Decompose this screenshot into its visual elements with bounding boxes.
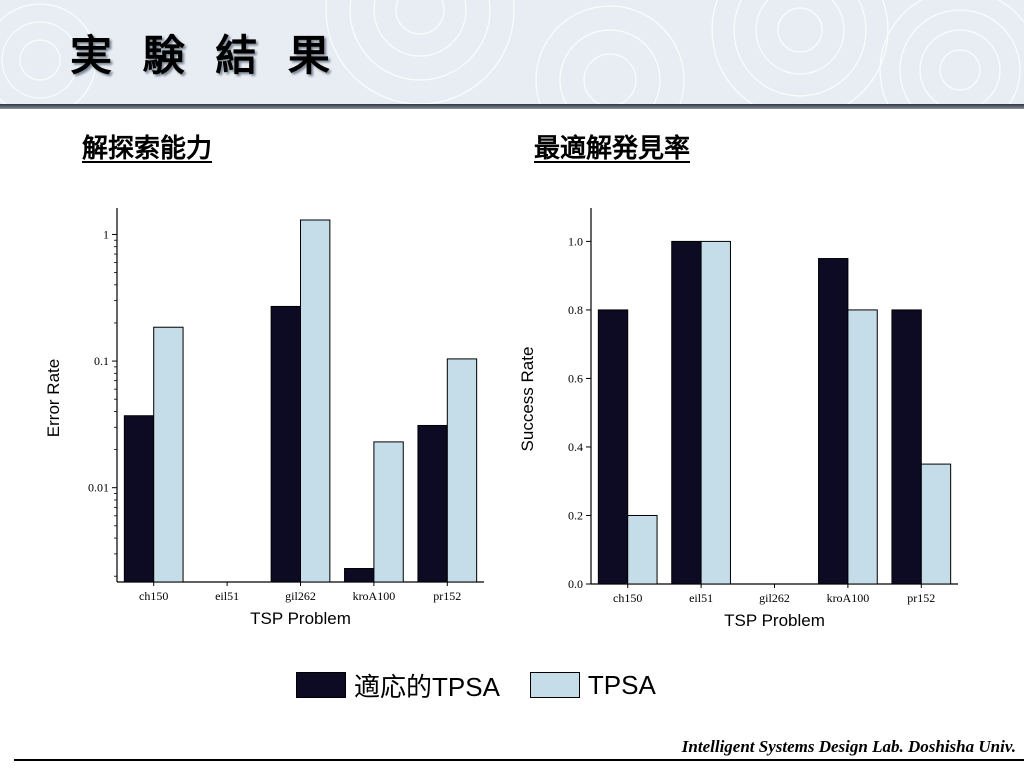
y-tick-label: 0.4 (568, 440, 583, 454)
x-tick-label: ch150 (613, 591, 642, 605)
header-circle-pattern (0, 0, 1024, 104)
footer-divider (14, 759, 1024, 761)
legend-swatch-adaptive-tpsa (296, 672, 346, 698)
legend-item-adaptive-tpsa: 適応的TPSA (296, 667, 500, 704)
bar-kroa100-series-2 (847, 309, 878, 585)
y-tick-label: 1.0 (568, 234, 583, 248)
bar-pr152-series-1 (417, 424, 448, 583)
slide-title: 実 験 結 果 (70, 31, 338, 80)
legend-item-tpsa: TPSA (529, 669, 656, 701)
x-tick-label: gil262 (285, 589, 316, 603)
y-tick-label: 1 (103, 227, 109, 241)
legend-swatch-tpsa (529, 672, 580, 698)
y-axis-title: Error Rate (44, 359, 63, 437)
x-axis-title: TSP Problem (250, 609, 351, 628)
y-axis-title: Success Rate (520, 347, 537, 452)
bar-eil51-series-2 (700, 240, 731, 585)
x-tick-label: ch150 (139, 589, 168, 603)
legend-label-adaptive-tpsa: 適応的TPSA (354, 671, 500, 702)
y-tick-label: 0.0 (568, 577, 583, 591)
y-tick-label: 0.2 (568, 508, 583, 522)
bar-gil262-series-1 (270, 305, 301, 583)
bar-ch150-series-1 (123, 415, 155, 583)
bar-pr152-series-2 (446, 358, 478, 583)
chart-legend: 適応的TPSA TPSA (296, 668, 686, 702)
x-tick-label: pr152 (907, 591, 935, 605)
y-tick-label: 0.1 (94, 354, 109, 368)
bar-kroa100-series-1 (818, 258, 849, 585)
y-tick-label: 0.6 (568, 371, 583, 385)
x-tick-label: pr152 (433, 589, 461, 603)
bar-ch150-series-1 (597, 309, 629, 585)
footer-lab-name: Intelligent Systems Design Lab. Doshisha… (681, 737, 1016, 756)
x-tick-label: eil51 (689, 591, 713, 605)
bar-eil51-series-1 (671, 240, 702, 585)
bar-kroa100-series-2 (373, 441, 404, 583)
x-tick-label: kroA100 (353, 589, 396, 603)
bar-kroa100-series-1 (344, 568, 375, 583)
bar-pr152-series-1 (891, 309, 922, 585)
legend-label-tpsa: TPSA (587, 669, 656, 700)
right-section-title: 最適解発見率 (534, 134, 691, 164)
bar-pr152-series-2 (920, 463, 952, 585)
y-tick-label: 0.8 (568, 303, 583, 317)
x-tick-label: gil262 (759, 591, 790, 605)
bar-ch150-series-2 (627, 514, 658, 585)
x-tick-label: kroA100 (827, 591, 870, 605)
x-tick-label: eil51 (215, 589, 239, 603)
header-divider (0, 104, 1024, 109)
success-rate-chart: 0.0 0.2 0.4 0.6 0.8 1.0 ch150 eil51 gil262 kroA10… (520, 208, 958, 630)
bar-gil262-series-2 (300, 219, 331, 583)
header-band: 実 験 結 果 (0, 0, 1024, 104)
y-tick-label: 0.01 (88, 481, 109, 495)
bar-ch150-series-2 (153, 326, 184, 583)
error-rate-chart: 1 0.1 0.01 ch150 eil51 gil262 kroA100 pr152 TSP … (44, 208, 484, 628)
x-axis-title: TSP Problem (724, 611, 825, 630)
left-section-title: 解探索能力 (82, 134, 213, 164)
